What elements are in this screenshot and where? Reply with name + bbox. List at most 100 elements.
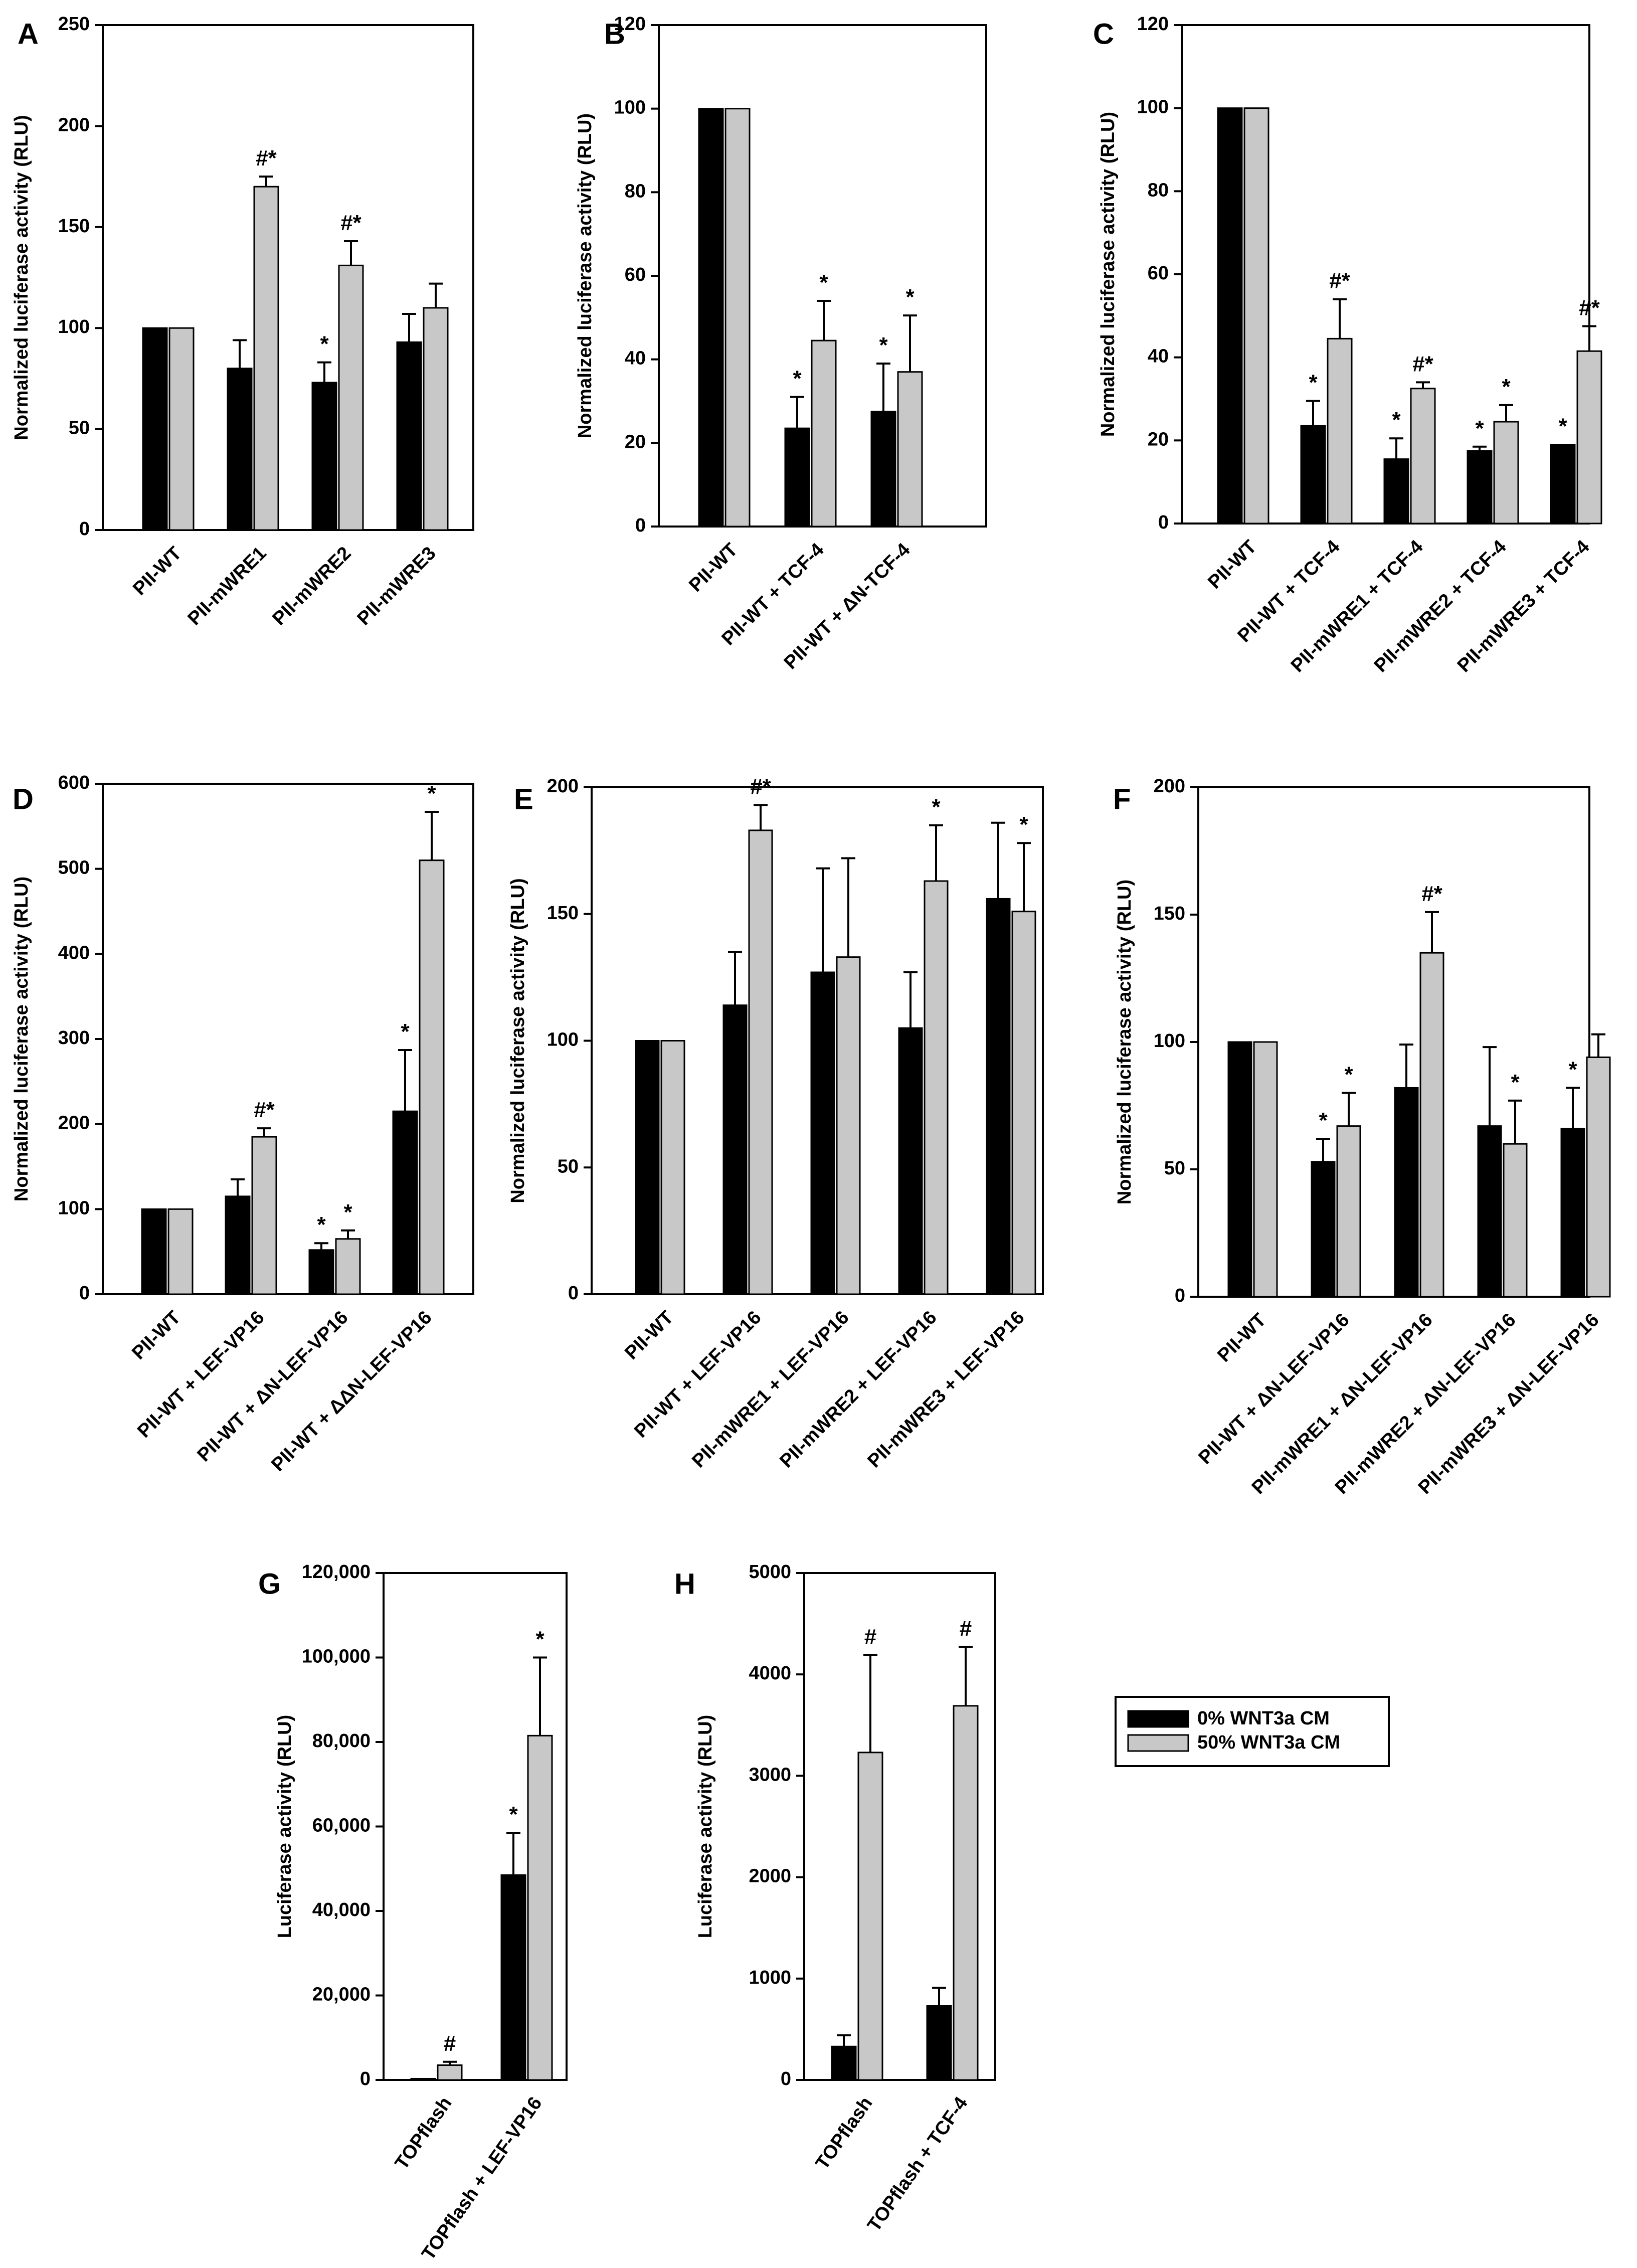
panel-label: E [514, 783, 533, 815]
y-axis-title: Luciferase activity (RLU) [274, 1715, 295, 1939]
significance-mark: * [1475, 416, 1484, 441]
category-label: PII-mWRE1 + LEF-VP16 [688, 1307, 853, 1472]
legend-box [1115, 1696, 1390, 1767]
panel-b: B 0 20 40 60 80 100 120 Normalized luciferase ac… [575, 14, 987, 673]
bar-wnt0 [1217, 107, 1243, 525]
category-label: PII-mWRE3 [353, 543, 440, 629]
bar-wnt0 [784, 427, 810, 528]
bar-wnt50 [724, 108, 751, 528]
panel-a: A 0 50 100 150 200 250 Normalized luciferase ac… [11, 14, 474, 629]
significance-mark: * [1309, 371, 1318, 395]
panel-h: H 0 1000 2000 3000 4000 5000 Luciferase activit… [674, 1561, 996, 2235]
y-axis-title: Normalized luciferase activity (RLU) [11, 877, 32, 1201]
bar-wnt0 [1300, 425, 1326, 525]
bar-wnt0 [392, 1110, 418, 1295]
bar-wnt0 [1550, 444, 1576, 525]
panel-label: D [13, 783, 34, 815]
y-tick-label: 100,000 [302, 1646, 371, 1667]
legend-label: 50% WNT3a CM [1197, 1732, 1340, 1753]
significance-mark: * [317, 1212, 326, 1237]
y-tick-label: 300 [58, 1027, 90, 1049]
y-tick-label: 120,000 [302, 1561, 371, 1583]
bar-wnt0 [1383, 458, 1409, 525]
significance-mark: #* [1329, 269, 1350, 293]
category-label: PII-WT [128, 1307, 185, 1363]
bar-wnt50 [660, 1040, 685, 1295]
y-tick-label: 200 [1154, 776, 1185, 797]
significance-mark: * [793, 367, 802, 391]
significance-mark: # [864, 1625, 876, 1649]
bar-wnt50 [1419, 952, 1444, 1298]
y-tick-label: 0 [79, 518, 90, 540]
y-axis-title: Normalized luciferase activity (RLU) [507, 878, 528, 1203]
category-label: PII-mWRE1 [184, 543, 271, 629]
bar-wnt0 [870, 411, 896, 528]
legend-label: 0% WNT3a CM [1197, 1708, 1330, 1729]
bar-wnt0 [1227, 1041, 1252, 1298]
y-tick-label: 150 [58, 216, 90, 237]
significance-mark: * [1502, 375, 1511, 399]
bar-wnt50 [251, 1136, 277, 1295]
bar-wnt0 [1311, 1161, 1336, 1298]
panel-f: F 0 50 100 150 200 Normalized luciferase activ… [1113, 776, 1611, 1498]
bar-wnt0 [1467, 450, 1493, 525]
bar-wnt50 [1586, 1056, 1611, 1298]
y-tick-label: 50 [558, 1156, 579, 1177]
plot-frame [1181, 24, 1590, 525]
significance-mark: #* [254, 1098, 275, 1122]
y-axis-title: Luciferase activity (RLU) [695, 1715, 716, 1939]
y-tick-label: 120 [614, 14, 646, 35]
y-axis-title: Normalized luciferase activity (RLU) [1098, 112, 1119, 437]
bar-wnt50 [811, 339, 837, 528]
category-label: PII-mWRE3 + LEF-VP16 [863, 1307, 1028, 1472]
y-tick-label: 100 [1154, 1030, 1185, 1052]
y-tick-label: 40 [1148, 346, 1169, 367]
y-tick-label: 80 [1148, 180, 1169, 201]
significance-mark: * [1319, 1108, 1328, 1133]
bar-wnt50 [437, 2064, 463, 2081]
bar-wnt50 [857, 1752, 883, 2081]
significance-mark: * [427, 781, 436, 806]
panel-label: C [1093, 18, 1114, 50]
y-tick-label: 5000 [749, 1561, 791, 1583]
y-axis-title: Normalized luciferase activity (RLU) [575, 113, 596, 438]
y-tick-label: 150 [1154, 903, 1185, 924]
bar-wnt50 [953, 1705, 979, 2081]
bar-wnt0 [225, 1195, 251, 1295]
bar-wnt0 [831, 2045, 857, 2081]
bar-wnt50 [1503, 1143, 1528, 1298]
significance-mark: * [343, 1200, 352, 1225]
bar-wnt0 [308, 1249, 334, 1295]
category-label: TOPflash [391, 2093, 456, 2173]
bar-wnt50 [1253, 1041, 1278, 1298]
bar-wnt0 [311, 382, 337, 531]
y-tick-label: 0 [360, 2068, 371, 2089]
significance-mark: # [960, 1617, 972, 1641]
y-tick-label: 1000 [749, 1967, 791, 1988]
y-tick-label: 3000 [749, 1764, 791, 1785]
bar-wnt50 [338, 264, 364, 531]
bar-wnt50 [168, 327, 195, 531]
panel-label: F [1113, 783, 1131, 815]
bar-wnt0 [635, 1040, 660, 1295]
y-tick-label: 0 [1158, 512, 1169, 533]
panel-g: G 0 20,000 40,000 60,000 80,000 100,000 120,000… [258, 1561, 568, 2264]
significance-mark: #* [1412, 352, 1433, 376]
y-tick-label: 100 [58, 1197, 90, 1218]
y-tick-label: 60 [625, 264, 646, 285]
category-label: PII-WT [1204, 536, 1260, 593]
category-label: PII-mWRE2 [269, 543, 355, 629]
y-tick-label: 100 [547, 1029, 579, 1051]
category-label: PII-WT + ΔN-LEF-VP16 [1195, 1309, 1354, 1468]
y-tick-label: 20 [1148, 429, 1169, 450]
legend-swatch-wnt0 [1127, 1710, 1189, 1728]
y-tick-label: 50 [69, 418, 90, 439]
category-label: PII-WT + ΔN-LEF-VP16 [194, 1307, 352, 1466]
bar-wnt0 [141, 1208, 167, 1295]
bar-wnt0 [926, 2005, 952, 2081]
category-label: PII-mWRE2 + LEF-VP16 [776, 1307, 941, 1472]
significance-mark: #* [340, 211, 361, 235]
bar-wnt0 [986, 898, 1011, 1295]
bar-wnt50 [253, 186, 279, 531]
category-label: PII-WT + ΔΔN-LEF-VP16 [267, 1307, 436, 1475]
